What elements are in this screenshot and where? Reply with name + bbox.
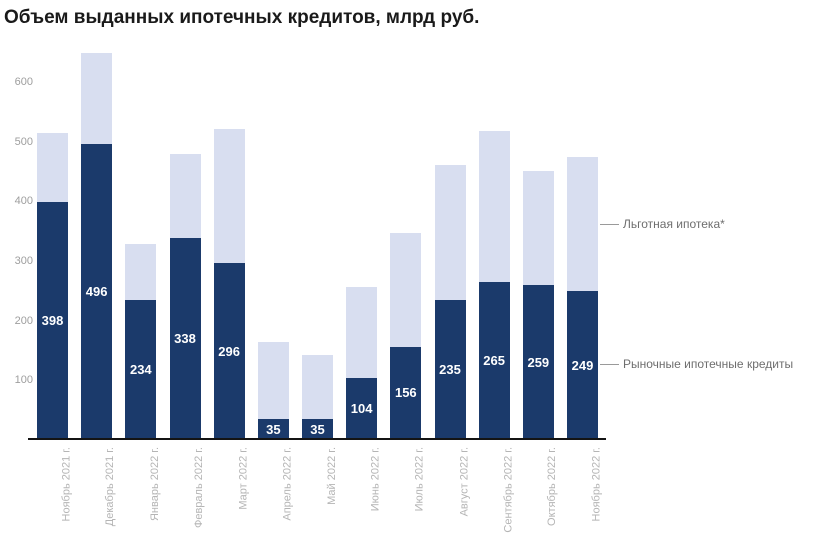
bar-value-label: 234 — [129, 362, 152, 378]
y-axis-label: 200 — [14, 314, 33, 327]
bar-value-label: 496 — [85, 283, 108, 299]
x-axis-label: Май 2022 г. — [325, 447, 338, 505]
bar-segment-subsidized — [81, 53, 113, 144]
x-axis-label: Июль 2022 г. — [413, 447, 426, 512]
bar-segment-market — [257, 419, 289, 440]
bar-segment-market — [213, 263, 245, 440]
x-axis-label: Ноябрь 2021 г. — [60, 447, 73, 522]
bar-segment-subsidized — [434, 164, 466, 300]
bar-segment-market — [434, 299, 466, 440]
market-annotation-line — [600, 364, 619, 365]
y-axis-label: 400 — [14, 195, 33, 208]
bar-value-label: 265 — [483, 352, 505, 368]
bar-value-label: 35 — [310, 421, 325, 437]
x-axis-label: Февраль 2022 г. — [193, 447, 206, 529]
bar-segment-subsidized — [567, 157, 598, 292]
y-axis-label: 300 — [14, 254, 33, 267]
bar-value-label: 338 — [174, 331, 196, 347]
bar-segment-market — [390, 346, 422, 440]
subsidized-annotation-label: Льготная ипотека* — [623, 217, 725, 231]
bar-value-label: 249 — [571, 357, 594, 373]
bar-segment-subsidized — [390, 232, 422, 347]
x-axis-label: Август 2022 г. — [458, 447, 471, 517]
bar-value-label: 104 — [350, 400, 373, 416]
x-axis-label: Апрель 2022 г. — [281, 447, 294, 521]
x-axis-label: Ноябрь 2022 г. — [590, 447, 603, 522]
bar-segment-market — [346, 377, 378, 440]
bar-segment-market — [125, 300, 157, 440]
x-axis-line — [28, 438, 606, 440]
bar-value-label: 35 — [266, 421, 281, 437]
x-axis-label: Июнь 2022 г. — [369, 447, 382, 512]
subsidized-annotation-line — [600, 224, 619, 225]
bar-segment-subsidized — [346, 287, 378, 378]
bar-segment-market — [478, 281, 510, 440]
y-axis-label: 600 — [14, 75, 33, 88]
x-axis-label: Сентябрь 2022 г. — [502, 447, 515, 533]
y-axis-label: 500 — [14, 135, 33, 148]
bar-value-label: 296 — [218, 343, 240, 359]
bar-segment-subsidized — [213, 128, 245, 264]
bar-value-label: 259 — [527, 354, 550, 370]
bar-segment-market — [37, 202, 68, 440]
x-axis-label: Декабрь 2021 г. — [104, 447, 117, 527]
y-axis-label: 100 — [14, 374, 33, 387]
bar-segment-market — [81, 143, 113, 440]
bar-segment-market — [302, 419, 333, 440]
chart-title: Объем выданных ипотечных кредитов, млрд … — [4, 7, 480, 28]
bar-segment-market — [522, 285, 554, 440]
bar-segment-market — [169, 238, 201, 440]
x-axis-label: Январь 2022 г. — [148, 447, 161, 522]
bar-value-label: 156 — [394, 385, 417, 401]
bar-segment-market — [567, 291, 598, 440]
bar-value-label: 398 — [41, 313, 64, 329]
bar-segment-subsidized — [478, 130, 510, 282]
bar-value-label: 235 — [439, 361, 461, 377]
bar-segment-subsidized — [37, 133, 68, 203]
bar-segment-subsidized — [169, 154, 201, 239]
bar-segment-subsidized — [125, 244, 157, 301]
x-axis-label: Октябрь 2022 г. — [546, 447, 559, 526]
bar-segment-subsidized — [522, 170, 554, 286]
x-axis-label: Март 2022 г. — [237, 447, 250, 510]
bar-segment-subsidized — [302, 355, 333, 420]
bar-segment-subsidized — [257, 342, 289, 420]
market-annotation-label: Рыночные ипотечные кредиты — [623, 357, 794, 371]
